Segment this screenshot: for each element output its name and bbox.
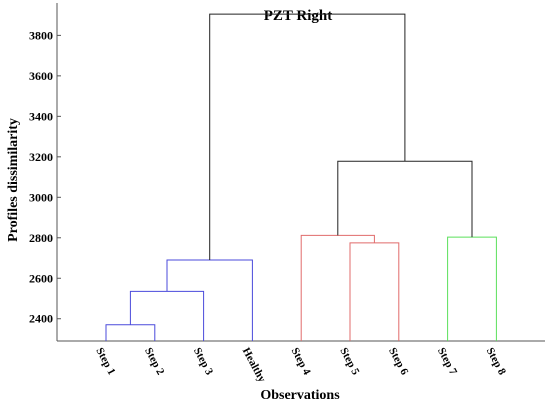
y-axis-label: Profiles dissimilarity	[6, 118, 21, 242]
dendrogram-link	[447, 236, 497, 341]
y-tick-label: 3400	[29, 109, 53, 123]
dendrogram-link	[349, 242, 400, 341]
dendrogram-link	[300, 234, 375, 341]
dendrogram-link	[209, 13, 406, 261]
dendrogram-link	[129, 290, 205, 341]
dendrogram-links	[105, 13, 497, 341]
y-tick-label: 2800	[29, 231, 53, 245]
leaf-labels: Step 1 Step 2 Step 3 Healthy Step 4 Step 5 Ste…	[93, 346, 508, 385]
chart-title: PZT Right	[264, 8, 333, 24]
y-tick-label: 2400	[29, 312, 53, 326]
leaf-label: Step 8	[484, 346, 508, 378]
x-axis-label: Observations	[260, 388, 340, 403]
leaf-label: Step 6	[386, 346, 410, 378]
y-tick-label: 3200	[29, 150, 53, 164]
leaf-label: Step 5	[337, 346, 361, 378]
y-axis: 2400 2600 2800 3000 3200 3400 3600 3800	[29, 3, 545, 342]
leaf-label: Step 1	[93, 346, 117, 377]
leaf-label: Healthy	[240, 346, 268, 385]
y-tick-label: 3800	[29, 28, 53, 42]
y-tick-label: 3600	[29, 69, 53, 83]
leaf-label: Step 4	[289, 346, 313, 378]
y-tick-label: 2600	[29, 271, 53, 285]
leaf-label: Step 2	[142, 346, 166, 378]
y-tick-label: 3000	[29, 190, 53, 204]
leaf-label: Step 3	[191, 346, 215, 378]
dendrogram-link	[166, 259, 253, 341]
leaf-label: Step 7	[435, 346, 459, 378]
dendrogram-link	[337, 160, 473, 238]
dendrogram-link	[105, 324, 156, 341]
